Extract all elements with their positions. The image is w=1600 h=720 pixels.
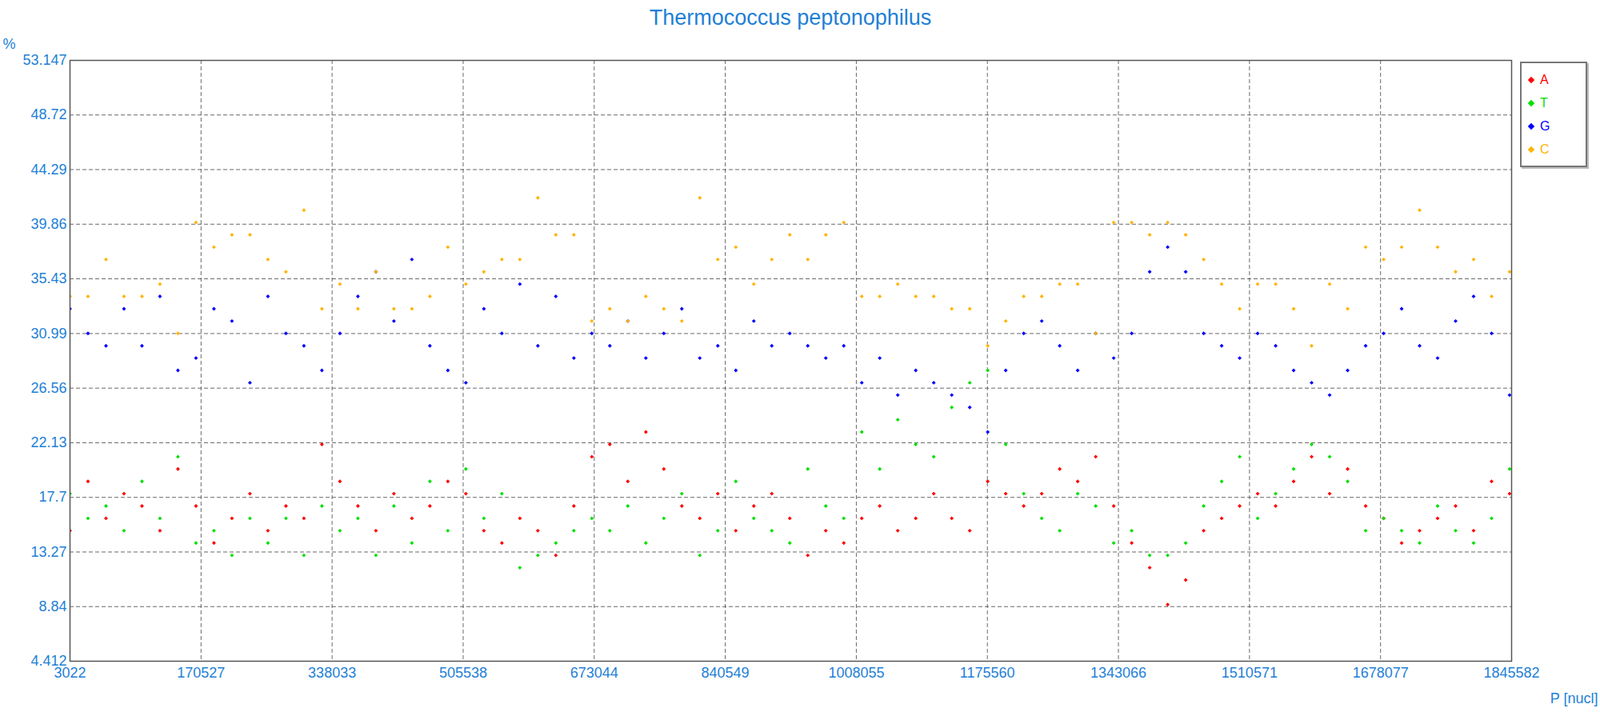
svg-text:338033: 338033 bbox=[308, 664, 356, 681]
svg-text:673044: 673044 bbox=[570, 664, 619, 681]
svg-text:170527: 170527 bbox=[176, 664, 225, 681]
svg-text:26.56: 26.56 bbox=[30, 380, 67, 396]
html-text:C: C bbox=[1540, 142, 1550, 156]
svg-text:1510571: 1510571 bbox=[1221, 664, 1278, 681]
html-text:A: A bbox=[1540, 72, 1549, 86]
svg-text:44.29: 44.29 bbox=[30, 161, 67, 178]
svg-text:53.147: 53.147 bbox=[22, 52, 67, 68]
svg-text:4.412: 4.412 bbox=[30, 653, 67, 670]
svg-text:1845582: 1845582 bbox=[1483, 664, 1540, 681]
svg-text:1175560: 1175560 bbox=[960, 664, 1016, 681]
svg-text:1678077: 1678077 bbox=[1352, 664, 1409, 681]
html-text:Thermococcus peptonophilus: Thermococcus peptonophilus bbox=[649, 5, 932, 30]
html-text:G: G bbox=[1540, 118, 1550, 133]
svg-text:30.99: 30.99 bbox=[30, 325, 67, 342]
svg-text:1343066: 1343066 bbox=[1090, 664, 1147, 681]
svg-text:48.72: 48.72 bbox=[30, 106, 67, 123]
svg-text:35.43: 35.43 bbox=[30, 270, 67, 287]
svg-text:840549: 840549 bbox=[701, 664, 750, 681]
svg-text:3022: 3022 bbox=[53, 664, 86, 681]
svg-text:505538: 505538 bbox=[439, 664, 488, 681]
svg-text:22.13: 22.13 bbox=[30, 434, 67, 451]
svg-text:17.7: 17.7 bbox=[38, 488, 67, 505]
svg-text:39.86: 39.86 bbox=[30, 216, 67, 232]
svg-text:P [nucl]: P [nucl] bbox=[1550, 690, 1599, 707]
html-text:T: T bbox=[1540, 95, 1548, 110]
svg-text:13.27: 13.27 bbox=[30, 544, 67, 560]
svg-text:8.84: 8.84 bbox=[38, 598, 67, 615]
svg-text:%: % bbox=[3, 36, 16, 52]
svg-text:1008055: 1008055 bbox=[828, 664, 884, 681]
